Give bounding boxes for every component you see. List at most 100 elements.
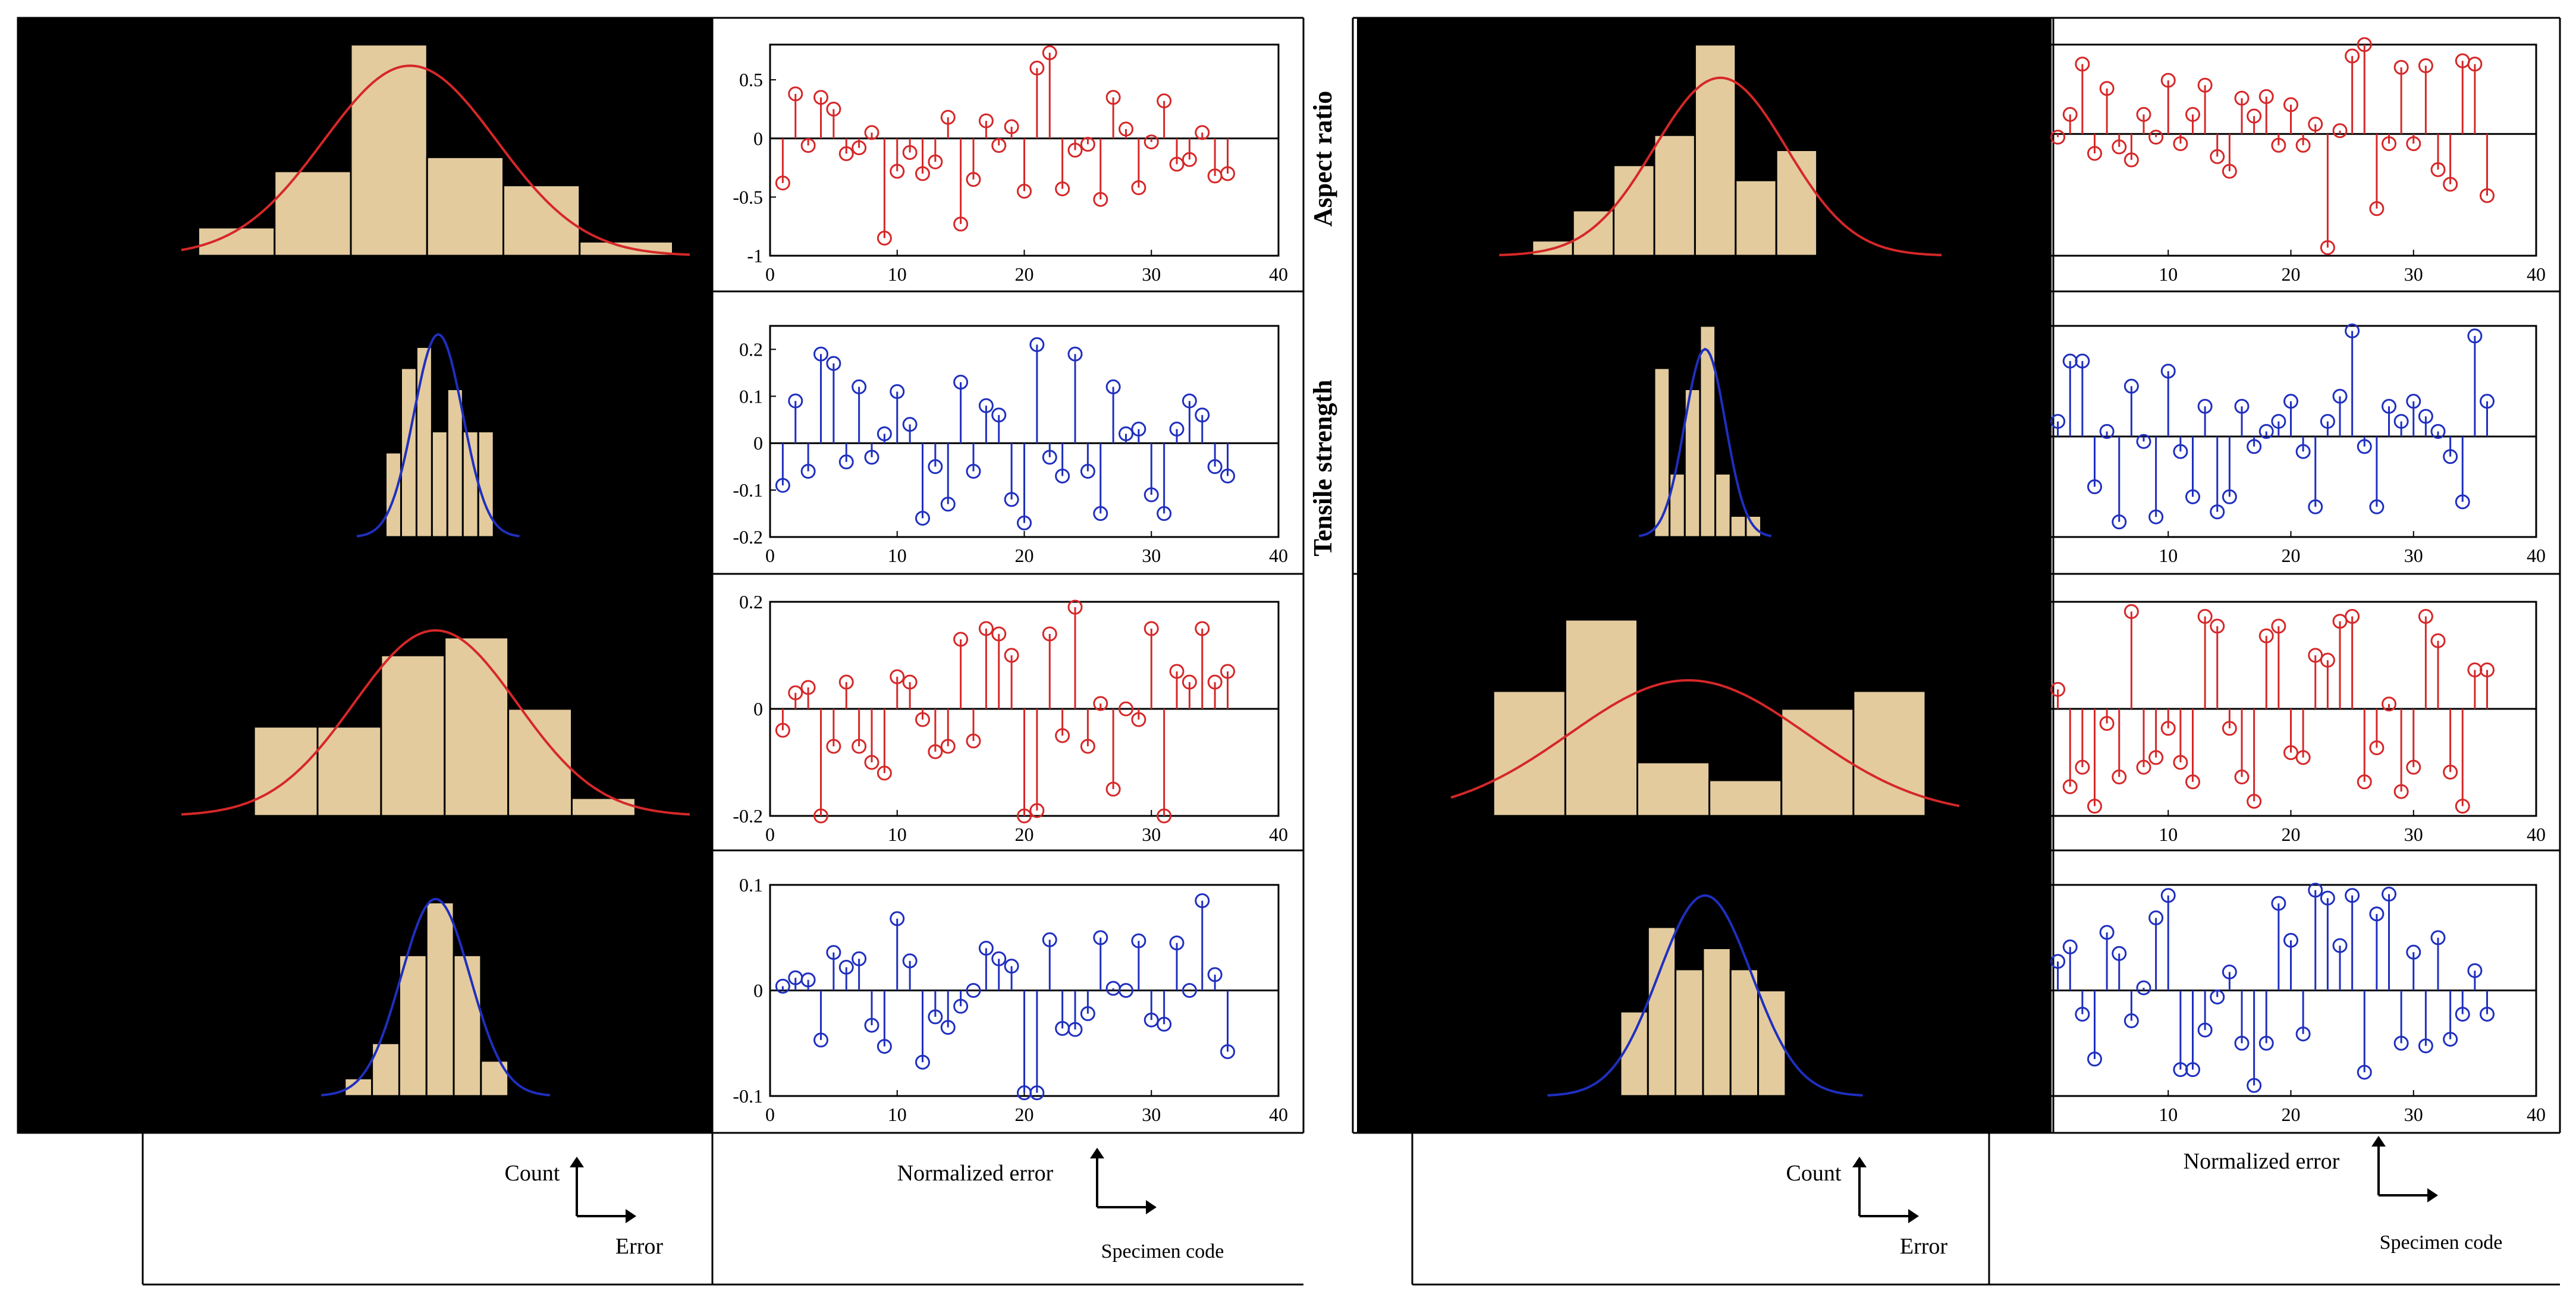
- stem-marker: [2406, 394, 2421, 409]
- stem-marker: [2222, 164, 2237, 179]
- arrow-head: [1908, 1209, 1919, 1223]
- y-tick-label: -0.2: [733, 526, 763, 548]
- histogram-bar: [1492, 690, 1566, 817]
- stem-marker: [2148, 509, 2164, 525]
- stem-marker: [2369, 499, 2385, 514]
- stem-marker: [1029, 337, 1045, 353]
- stem-marker: [2136, 759, 2151, 775]
- stem-marker: [877, 426, 892, 441]
- stem-marker: [2345, 609, 2360, 624]
- histogram-bar: [1714, 473, 1732, 538]
- stem-marker: [1042, 45, 1057, 61]
- y-tick-label: -0.2: [2008, 796, 2038, 817]
- stem-marker: [2112, 770, 2127, 785]
- stem-marker: [1144, 621, 1159, 636]
- stem-marker: [1042, 450, 1057, 465]
- stem-marker: [940, 739, 956, 754]
- stem-marker: [1144, 1012, 1159, 1028]
- stem-marker: [2357, 1064, 2372, 1080]
- stem-marker: [852, 739, 867, 754]
- stem-marker: [2160, 888, 2176, 903]
- stem-marker: [2295, 137, 2311, 153]
- plot-gs_gwo_stem: 0 10 20 30 40 -0.2 -0.1 0 0.1 0.2: [733, 325, 1288, 566]
- y-tick-label: 0: [165, 526, 174, 548]
- x-tick-label: 40: [1269, 824, 1288, 845]
- stem-marker: [2173, 755, 2188, 770]
- model-label-mlp: MLP: [1372, 686, 1397, 732]
- stem-marker: [940, 1020, 956, 1035]
- stem-marker: [890, 669, 905, 684]
- stem-marker: [1169, 422, 1185, 437]
- stem-marker: [2210, 618, 2225, 634]
- stem-marker: [2197, 609, 2213, 624]
- stem-marker: [2332, 123, 2348, 139]
- stem-marker: [2382, 398, 2396, 414]
- stem-marker: [2443, 1032, 2458, 1047]
- y-tick-label: 0.2: [2015, 601, 2038, 622]
- stem-marker: [2320, 414, 2335, 429]
- stem-marker: [852, 140, 867, 156]
- histogram-bar: [426, 156, 504, 257]
- normal-fit-curve: [1638, 347, 1772, 538]
- x-tick-label: 20: [1780, 824, 1799, 845]
- stem-marker: [877, 230, 892, 246]
- y-tick-label: 0.5: [739, 69, 763, 90]
- histogram-bar: [480, 1060, 510, 1097]
- legend-y-label: Count: [1786, 1161, 1842, 1186]
- y-tick-label: 5: [1434, 169, 1444, 191]
- stem-marker: [1182, 152, 1197, 167]
- stem-marker: [1157, 1016, 1172, 1032]
- x-tick-label: 10: [2159, 824, 2178, 845]
- stem-marker: [966, 464, 981, 479]
- stem-marker: [2099, 716, 2115, 731]
- histogram-bar: [1694, 43, 1737, 257]
- normal-fit-curve: [1450, 679, 1960, 808]
- stem-marker: [2210, 990, 2225, 1005]
- stem-marker: [864, 125, 879, 140]
- stem-marker: [1195, 893, 1210, 909]
- stem-marker: [1042, 626, 1057, 642]
- stem-marker: [2247, 793, 2262, 809]
- stem-marker: [2197, 1022, 2213, 1038]
- histogram-bar: [444, 636, 510, 817]
- x-tick-label: 10: [517, 545, 536, 566]
- y-tick-label: 0.2: [739, 338, 763, 360]
- plot-ts_gwo_hist: -60 -40 -20 0 20 40 60 0 5 10 MLP-GWO: [1372, 874, 1969, 1125]
- stem-marker: [2062, 106, 2078, 122]
- x-tick-label: 10: [517, 1104, 536, 1125]
- stem-marker: [2271, 896, 2286, 911]
- model-label-gwo: MLP-GWO: [1372, 377, 1397, 485]
- x-tick-label: 0: [2041, 545, 2050, 566]
- stem-marker: [2357, 439, 2372, 454]
- stem-marker: [2112, 514, 2127, 530]
- stem-marker: [2087, 479, 2102, 494]
- normal-fit-curve: [1547, 894, 1863, 1097]
- histogram-bar: [1653, 134, 1696, 257]
- x-tick-label: 0.5: [1947, 545, 1971, 566]
- x-tick-label: 10: [888, 1104, 907, 1125]
- x-tick-label: 0: [1701, 1104, 1710, 1125]
- stem-marker: [940, 497, 956, 512]
- stem-marker: [1220, 664, 1235, 679]
- stem-marker: [2087, 799, 2102, 814]
- stem-marker: [864, 755, 879, 770]
- stem-marker: [2406, 136, 2421, 152]
- stem-marker: [915, 712, 930, 727]
- stem-marker: [2345, 888, 2360, 903]
- stem-marker: [2443, 177, 2458, 192]
- x-tick-label: 0: [2041, 824, 2050, 845]
- arrow-head: [2427, 1188, 2438, 1202]
- stem-marker: [864, 1017, 879, 1033]
- histogram-bar: [431, 431, 448, 538]
- model-label-mlp: MLP: [1372, 127, 1397, 173]
- x-tick-label: -40: [1523, 824, 1548, 845]
- stem-marker: [2087, 146, 2102, 161]
- model-label-mlp: MLP: [102, 127, 127, 173]
- stem-marker: [2258, 424, 2274, 439]
- x-tick-label: 10: [888, 263, 907, 285]
- y-tick-label: 5: [1434, 716, 1444, 737]
- stem-marker: [2123, 1013, 2139, 1029]
- x-tick-label: -10: [332, 545, 357, 566]
- stem-marker: [2382, 136, 2396, 152]
- stem-marker: [1131, 712, 1146, 727]
